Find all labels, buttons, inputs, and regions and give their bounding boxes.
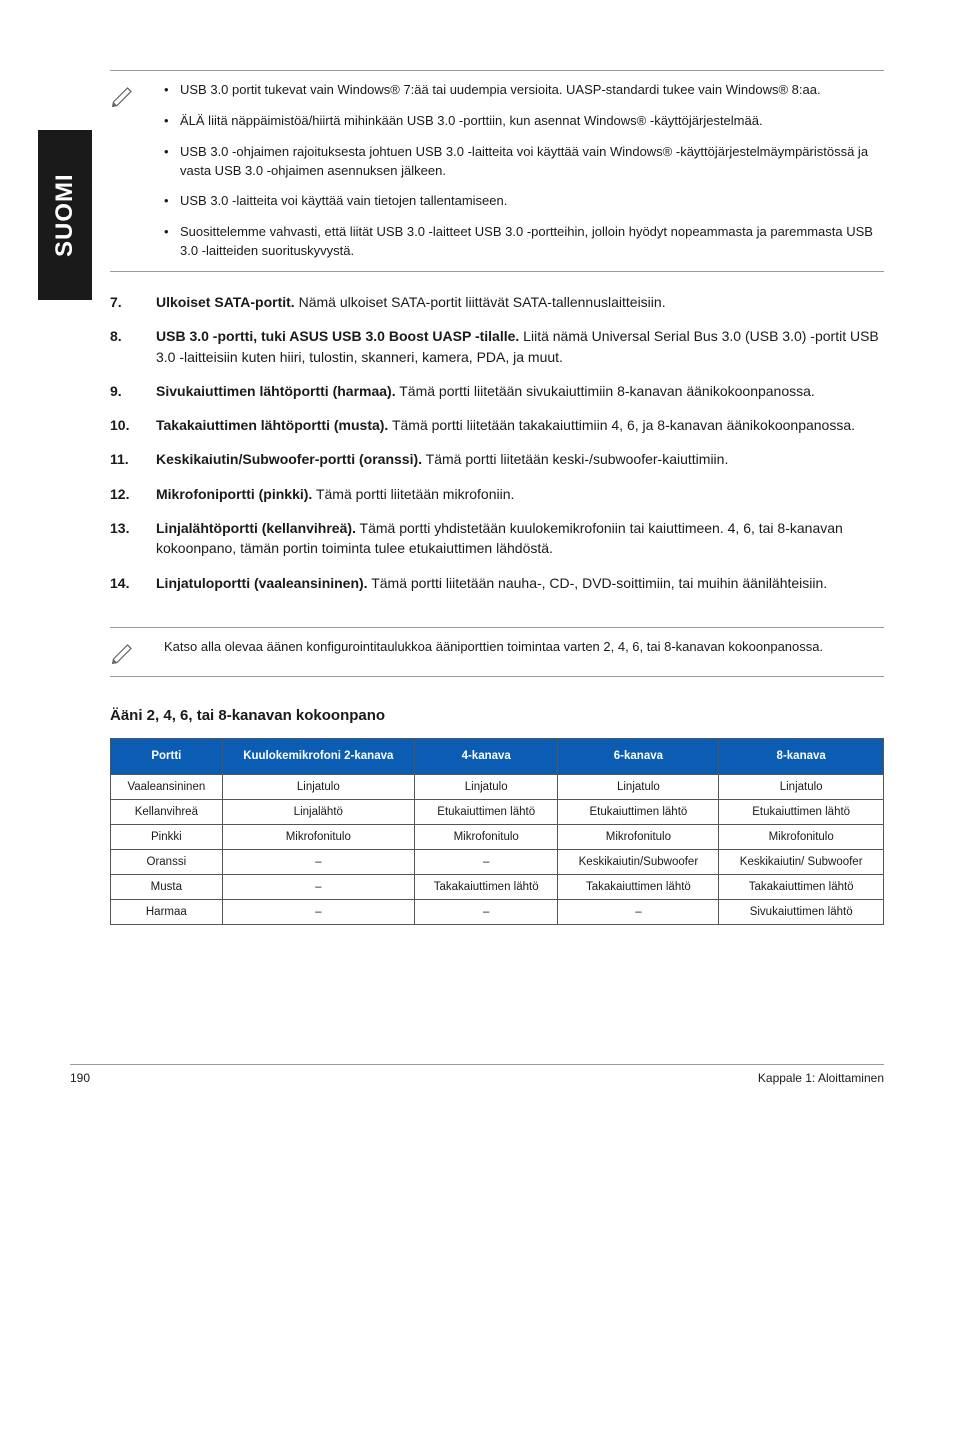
table-cell: Oranssi	[111, 849, 223, 874]
chapter-label: Kappale 1: Aloittaminen	[758, 1071, 884, 1085]
language-tab: SUOMI	[38, 130, 92, 300]
list-item: 9. Sivukaiuttimen lähtöportti (harmaa). …	[110, 381, 884, 401]
note-item: USB 3.0 -ohjaimen rajoituksesta johtuen …	[164, 143, 876, 181]
table-cell: Takakaiuttimen lähtö	[719, 874, 884, 899]
item-number: 11.	[110, 449, 140, 469]
item-text: Takakaiuttimen lähtöportti (musta). Tämä…	[156, 415, 884, 435]
item-text: Linjalähtöportti (kellanvihreä). Tämä po…	[156, 518, 884, 559]
table-cell: –	[414, 899, 558, 924]
note-item: USB 3.0 -laitteita voi käyttää vain tiet…	[164, 192, 876, 211]
item-number: 10.	[110, 415, 140, 435]
table-cell: –	[414, 849, 558, 874]
table-header-row: Portti Kuulokemikrofoni 2-kanava 4-kanav…	[111, 738, 884, 774]
table-cell: –	[222, 899, 414, 924]
table-cell: Pinkki	[111, 824, 223, 849]
table-row: Pinkki Mikrofonitulo Mikrofonitulo Mikro…	[111, 824, 884, 849]
table-header: 8-kanava	[719, 738, 884, 774]
table-cell: Linjalähtö	[222, 799, 414, 824]
item-text: USB 3.0 -portti, tuki ASUS USB 3.0 Boost…	[156, 326, 884, 367]
table-cell: Etukaiuttimen lähtö	[414, 799, 558, 824]
item-number: 12.	[110, 484, 140, 504]
top-note-list: USB 3.0 portit tukevat vain Windows® 7:ä…	[164, 81, 876, 261]
table-cell: Kellanvihreä	[111, 799, 223, 824]
list-item: 12. Mikrofoniportti (pinkki). Tämä portt…	[110, 484, 884, 504]
table-title: Ääni 2, 4, 6, tai 8-kanavan kokoonpano	[110, 707, 884, 724]
list-item: 11. Keskikaiutin/Subwoofer-portti (orans…	[110, 449, 884, 469]
note-item: Suosittelemme vahvasti, että liität USB …	[164, 223, 876, 261]
table-cell: Linjatulo	[414, 774, 558, 799]
item-text: Linjatuloportti (vaaleansininen). Tämä p…	[156, 573, 884, 593]
list-item: 8. USB 3.0 -portti, tuki ASUS USB 3.0 Bo…	[110, 326, 884, 367]
table-row: Kellanvihreä Linjalähtö Etukaiuttimen lä…	[111, 799, 884, 824]
audio-config-table: Portti Kuulokemikrofoni 2-kanava 4-kanav…	[110, 738, 884, 925]
table-header: Kuulokemikrofoni 2-kanava	[222, 738, 414, 774]
table-cell: Mikrofonitulo	[719, 824, 884, 849]
table-cell: Etukaiuttimen lähtö	[719, 799, 884, 824]
pencil-icon	[110, 638, 138, 666]
table-cell: Takakaiuttimen lähtö	[558, 874, 719, 899]
item-number: 13.	[110, 518, 140, 559]
table-cell: Mikrofonitulo	[414, 824, 558, 849]
table-header: 6-kanava	[558, 738, 719, 774]
table-cell: Mikrofonitulo	[558, 824, 719, 849]
table-row: Musta – Takakaiuttimen lähtö Takakaiutti…	[111, 874, 884, 899]
table-cell: Vaaleansininen	[111, 774, 223, 799]
table-cell: Linjatulo	[719, 774, 884, 799]
page-footer: 190 Kappale 1: Aloittaminen	[70, 1064, 884, 1085]
table-cell: Linjatulo	[558, 774, 719, 799]
item-number: 7.	[110, 292, 140, 312]
note-item: ÄLÄ liitä näppäimistöä/hiirtä mihinkään …	[164, 112, 876, 131]
numbered-list: 7. Ulkoiset SATA-portit. Nämä ulkoiset S…	[110, 292, 884, 593]
table-cell: Etukaiuttimen lähtö	[558, 799, 719, 824]
top-note-body: USB 3.0 portit tukevat vain Windows® 7:ä…	[164, 81, 876, 261]
table-header: Portti	[111, 738, 223, 774]
note-item: USB 3.0 portit tukevat vain Windows® 7:ä…	[164, 81, 876, 100]
table-header: 4-kanava	[414, 738, 558, 774]
table-cell: Takakaiuttimen lähtö	[414, 874, 558, 899]
page-number: 190	[70, 1071, 90, 1085]
item-number: 9.	[110, 381, 140, 401]
table-cell: Linjatulo	[222, 774, 414, 799]
list-item: 7. Ulkoiset SATA-portit. Nämä ulkoiset S…	[110, 292, 884, 312]
pencil-icon	[110, 81, 138, 109]
table-cell: –	[222, 849, 414, 874]
item-text: Sivukaiuttimen lähtöportti (harmaa). Täm…	[156, 381, 884, 401]
table-cell: Sivukaiuttimen lähtö	[719, 899, 884, 924]
table-cell: Keskikaiutin/ Subwoofer	[719, 849, 884, 874]
table-cell: –	[558, 899, 719, 924]
item-number: 8.	[110, 326, 140, 367]
item-text: Mikrofoniportti (pinkki). Tämä portti li…	[156, 484, 884, 504]
table-row: Harmaa – – – Sivukaiuttimen lähtö	[111, 899, 884, 924]
list-item: 14. Linjatuloportti (vaaleansininen). Tä…	[110, 573, 884, 593]
item-text: Ulkoiset SATA-portit. Nämä ulkoiset SATA…	[156, 292, 884, 312]
table-row: Vaaleansininen Linjatulo Linjatulo Linja…	[111, 774, 884, 799]
table-cell: Mikrofonitulo	[222, 824, 414, 849]
table-cell: Keskikaiutin/Subwoofer	[558, 849, 719, 874]
list-item: 13. Linjalähtöportti (kellanvihreä). Täm…	[110, 518, 884, 559]
table-cell: Harmaa	[111, 899, 223, 924]
mid-note-text: Katso alla olevaa äänen konfigurointitau…	[164, 638, 876, 657]
list-item: 10. Takakaiuttimen lähtöportti (musta). …	[110, 415, 884, 435]
table-cell: –	[222, 874, 414, 899]
top-note-block: USB 3.0 portit tukevat vain Windows® 7:ä…	[110, 70, 884, 272]
table-cell: Musta	[111, 874, 223, 899]
item-number: 14.	[110, 573, 140, 593]
mid-note-block: Katso alla olevaa äänen konfigurointitau…	[110, 627, 884, 677]
table-body: Vaaleansininen Linjatulo Linjatulo Linja…	[111, 774, 884, 924]
table-row: Oranssi – – Keskikaiutin/Subwoofer Keski…	[111, 849, 884, 874]
item-text: Keskikaiutin/Subwoofer-portti (oranssi).…	[156, 449, 884, 469]
